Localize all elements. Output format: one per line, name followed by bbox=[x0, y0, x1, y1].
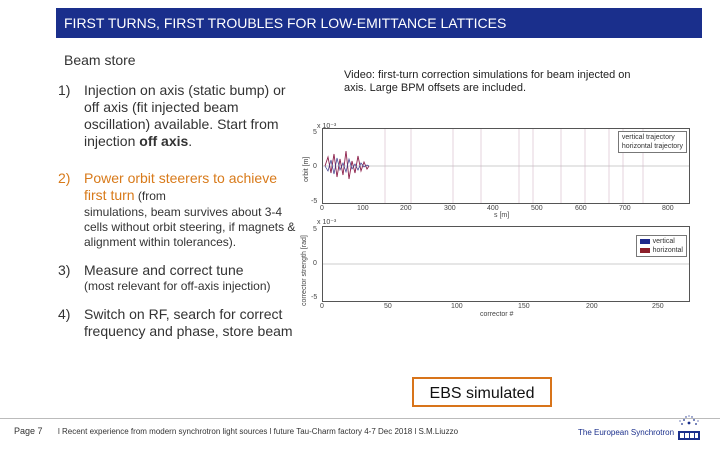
bottom-plot-exponent: x 10⁻³ bbox=[317, 219, 337, 226]
section-title: Beam store bbox=[64, 52, 136, 68]
left-column: Beam store 1) Injection on axis (static … bbox=[58, 52, 298, 352]
legend-label: vertical trajectory bbox=[621, 134, 675, 141]
legend-label: horizontal bbox=[652, 247, 683, 254]
item-highlight-text: Power orbit steerers to achieve first tu… bbox=[84, 170, 277, 203]
item-number: 1) bbox=[58, 82, 71, 98]
bottom-plot-xtick: 50 bbox=[384, 303, 392, 310]
bottom-corrector-plot: vertical horizontal bbox=[322, 226, 690, 302]
video-caption: Video: first-turn correction simulations… bbox=[344, 69, 631, 94]
bottom-plot-xtick: 150 bbox=[518, 303, 530, 310]
footer-divider bbox=[0, 418, 720, 419]
bottom-plot-xtick: 0 bbox=[320, 303, 324, 310]
list-item-3: 3) Measure and correct tune (most releva… bbox=[58, 262, 298, 294]
item-bold-text: off axis bbox=[139, 133, 189, 149]
item-number: 4) bbox=[58, 306, 71, 322]
footer-text: l Recent experience from modern synchrot… bbox=[58, 427, 459, 436]
list-item-2: 2) Power orbit steerers to achieve first… bbox=[58, 170, 298, 250]
bottom-plot-xlabel: corrector # bbox=[480, 311, 514, 318]
item-tail-text: (from bbox=[134, 189, 166, 203]
legend-entry: vertical trajectory bbox=[622, 133, 683, 142]
bottom-plot-ylabel: corrector strength [rad] bbox=[301, 235, 308, 306]
item-small-text: (most relevant for off-axis injection) bbox=[84, 279, 271, 293]
item-number: 2) bbox=[58, 170, 71, 186]
top-plot-ytick: -5 bbox=[311, 198, 318, 205]
legend-entry: horizontal trajectory bbox=[622, 142, 683, 151]
top-plot-ytick: 0 bbox=[313, 163, 317, 170]
bottom-plot-xtick: 200 bbox=[586, 303, 598, 310]
top-plot-ytick: 5 bbox=[313, 129, 317, 136]
legend-entry: vertical bbox=[639, 237, 683, 246]
page-number: Page 7 bbox=[14, 426, 43, 436]
top-plot-xlabel: s [m] bbox=[494, 212, 510, 219]
top-plot-xtick: 600 bbox=[575, 205, 587, 212]
item-text: Measure and correct tune bbox=[84, 262, 244, 278]
item-small-text: simulations, beam survives about 3-4 cel… bbox=[84, 205, 296, 249]
legend-entry: horizontal bbox=[639, 246, 683, 255]
top-plot-xtick: 0 bbox=[320, 205, 324, 212]
esrf-logo-icon bbox=[678, 415, 700, 440]
bottom-plot-svg bbox=[323, 263, 689, 265]
item-text: Injection on axis (static bump) or off a… bbox=[84, 82, 286, 149]
legend-label: horizontal trajectory bbox=[621, 143, 683, 150]
top-plot-xtick: 200 bbox=[400, 205, 412, 212]
org-name: The European Synchrotron bbox=[578, 428, 675, 437]
top-plot-exponent: x 10⁻³ bbox=[317, 123, 337, 130]
top-plot-ylabel: orbit [m] bbox=[303, 156, 310, 182]
top-plot-xtick: 500 bbox=[531, 205, 543, 212]
ebs-simulated-label: EBS simulated bbox=[412, 377, 552, 407]
bottom-plot-xtick: 100 bbox=[451, 303, 463, 310]
legend-swatch bbox=[639, 248, 650, 253]
bottom-plot-legend: vertical horizontal bbox=[635, 235, 687, 257]
item-number: 3) bbox=[58, 262, 71, 278]
list-item-4: 4) Switch on RF, search for correct freq… bbox=[58, 306, 298, 340]
item-text: Switch on RF, search for correct frequen… bbox=[84, 306, 293, 339]
top-trajectory-plot: vertical trajectory horizontal trajector… bbox=[322, 128, 690, 204]
top-plot-xtick: 400 bbox=[487, 205, 499, 212]
bottom-plot-ytick: -5 bbox=[311, 294, 318, 301]
top-plot-legend: vertical trajectory horizontal trajector… bbox=[617, 131, 687, 153]
slide-title-bar: FIRST TURNS, FIRST TROUBLES FOR LOW-EMIT… bbox=[56, 8, 702, 38]
list-item-1: 1) Injection on axis (static bump) or of… bbox=[58, 82, 298, 150]
item-text-end: . bbox=[188, 133, 193, 149]
top-plot-xtick: 100 bbox=[357, 205, 369, 212]
bottom-plot-ytick: 5 bbox=[313, 226, 317, 233]
slide-title: FIRST TURNS, FIRST TROUBLES FOR LOW-EMIT… bbox=[64, 15, 507, 31]
bottom-plot-ytick: 0 bbox=[313, 260, 317, 267]
bottom-plot-xtick: 250 bbox=[652, 303, 664, 310]
top-plot-xtick: 300 bbox=[444, 205, 456, 212]
top-plot-xtick: 700 bbox=[619, 205, 631, 212]
top-plot-xtick: 800 bbox=[662, 205, 674, 212]
legend-swatch bbox=[639, 239, 650, 244]
legend-label: vertical bbox=[652, 238, 675, 245]
